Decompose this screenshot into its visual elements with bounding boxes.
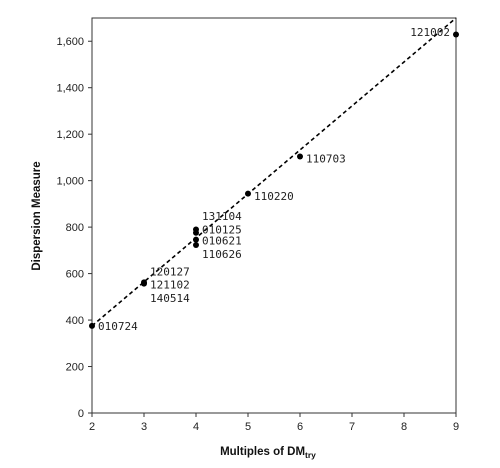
- plot-area-frame: [91, 17, 457, 414]
- x-tick-label: 4: [193, 421, 199, 433]
- x-tick-label: 3: [141, 421, 147, 433]
- x-tick-label: 6: [297, 421, 303, 433]
- data-point: [193, 242, 199, 249]
- y-tick-label: 600: [66, 269, 84, 281]
- y-tick-label: 1,200: [56, 129, 84, 141]
- point-label: 121102: [150, 279, 190, 292]
- y-tick-label: 200: [66, 362, 84, 374]
- point-label: 110220: [254, 190, 294, 203]
- point-label: 010125: [202, 223, 242, 236]
- x-tick-label: 2: [89, 421, 95, 433]
- x-tick-label: 8: [401, 421, 407, 433]
- data-point: [89, 322, 95, 329]
- tick-marks: [88, 40, 457, 417]
- point-label: 120127: [150, 266, 190, 279]
- point-label: 131104: [202, 210, 242, 223]
- x-tick-label: 7: [349, 421, 355, 433]
- trendline: [91, 17, 457, 327]
- x-tick-label: 9: [453, 421, 459, 433]
- point-label: 110626: [202, 248, 242, 261]
- point-label: 140514: [150, 292, 190, 305]
- y-axis-title: Dispersion Measure: [31, 161, 43, 270]
- data-point: [245, 190, 251, 197]
- y-tick-label: 1,000: [56, 176, 84, 188]
- point-label: 121002: [410, 26, 450, 39]
- point-label: 110703: [306, 153, 346, 166]
- y-tick-label: 400: [66, 315, 84, 327]
- data-points: [89, 31, 459, 329]
- y-tick-labels: 0 200 400 600 800 1,000 1,200 1,400 1,600: [56, 36, 84, 420]
- data-point: [193, 226, 199, 233]
- x-tick-labels: 2 3 4 5 6 7 8 9: [89, 421, 459, 433]
- y-tick-label: 1,600: [56, 36, 84, 48]
- data-point: [193, 236, 199, 243]
- data-point: [297, 153, 303, 160]
- point-label: 010621: [202, 235, 242, 248]
- point-label: 010724: [98, 320, 138, 333]
- x-axis-title-subscript: try: [305, 450, 316, 460]
- y-tick-label: 0: [78, 408, 84, 420]
- x-axis-title: Multiples of DMtry: [220, 446, 316, 460]
- y-tick-label: 1,400: [56, 83, 84, 95]
- y-tick-label: 800: [66, 222, 84, 234]
- data-point: [141, 279, 147, 286]
- data-point: [453, 31, 459, 38]
- x-tick-label: 5: [245, 421, 251, 433]
